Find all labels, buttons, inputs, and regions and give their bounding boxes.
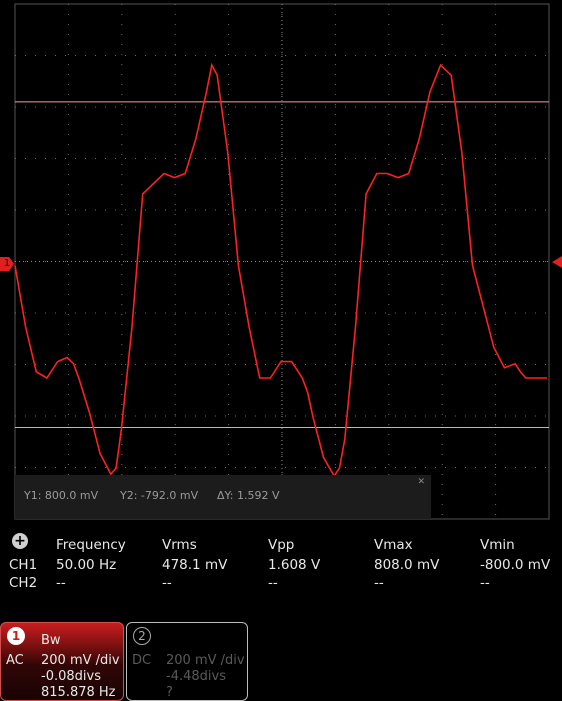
meas-header-vrms: Vrms <box>162 537 197 553</box>
channel1-offset: -0.08divs <box>41 669 101 684</box>
cursor-y2-readout: Y2: -792.0 mV <box>120 489 199 502</box>
channel1-coupling: AC <box>6 653 24 668</box>
meas-ch1-frequency: 50.00 Hz <box>56 557 117 573</box>
ch1-ground-marker[interactable]: 1 <box>0 257 14 271</box>
meas-header-vmax: Vmax <box>374 537 413 553</box>
meas-ch2-frequency: -- <box>56 575 66 591</box>
meas-header-vmin: Vmin <box>480 537 515 553</box>
waveform-plot[interactable] <box>0 0 562 525</box>
channel1-bw-label: Bw <box>41 633 61 648</box>
ch1-trace <box>14 62 547 478</box>
meas-ch2-vmin: -- <box>480 575 490 591</box>
channel2-settings-box[interactable]: 2 DC 200 mV /div -4.48divs ? <box>126 622 248 701</box>
meas-ch1-vpp: 1.608 V <box>268 557 321 573</box>
channel1-settings-box[interactable]: 1 Bw AC 200 mV /div -0.08divs 815.878 Hz <box>0 622 124 701</box>
channel1-badge: 1 <box>7 627 25 645</box>
channel2-scale: 200 mV /div <box>166 653 245 668</box>
meas-header-frequency: Frequency <box>56 537 126 553</box>
cursor-dy-readout: ΔY: 1.592 V <box>217 489 280 502</box>
cursor-lines[interactable] <box>15 101 549 428</box>
channel1-frequency: 815.878 Hz <box>41 685 116 700</box>
channel2-badge: 2 <box>133 627 151 645</box>
meas-ch2-vmax: -- <box>374 575 384 591</box>
trigger-level-marker[interactable] <box>552 256 562 268</box>
meas-ch2-vpp: -- <box>268 575 278 591</box>
channel2-coupling: DC <box>132 653 152 668</box>
meas-row-ch2-label: CH2 <box>9 575 38 591</box>
channel2-offset: -4.48divs <box>166 669 226 684</box>
channel1-scale: 200 mV /div <box>41 653 120 668</box>
plus-icon[interactable]: + <box>12 533 28 549</box>
cursor-readout-panel: Y1: 800.0 mV Y2: -792.0 mV ΔY: 1.592 V ✕ <box>15 475 431 519</box>
meas-header-vpp: Vpp <box>268 537 295 553</box>
meas-row-ch1-label: CH1 <box>9 557 38 573</box>
meas-ch1-vmin: -800.0 mV <box>480 557 551 573</box>
cursor-y1-readout: Y1: 800.0 mV <box>24 489 99 502</box>
scope-display[interactable]: 1 Y1: 800.0 mV Y2: -792.0 mV ΔY: 1.592 V… <box>0 0 562 525</box>
meas-ch1-vmax: 808.0 mV <box>374 557 440 573</box>
measurement-panel: + Frequency Vrms Vpp Vmax Vmin CH1 50.00… <box>0 528 562 598</box>
x-icon[interactable]: ✕ <box>417 477 425 487</box>
meas-ch1-vrms: 478.1 mV <box>162 557 228 573</box>
plot-background <box>0 0 562 525</box>
meas-ch2-vrms: -- <box>162 575 172 591</box>
channel2-frequency: ? <box>166 685 173 700</box>
graticule <box>14 3 550 520</box>
